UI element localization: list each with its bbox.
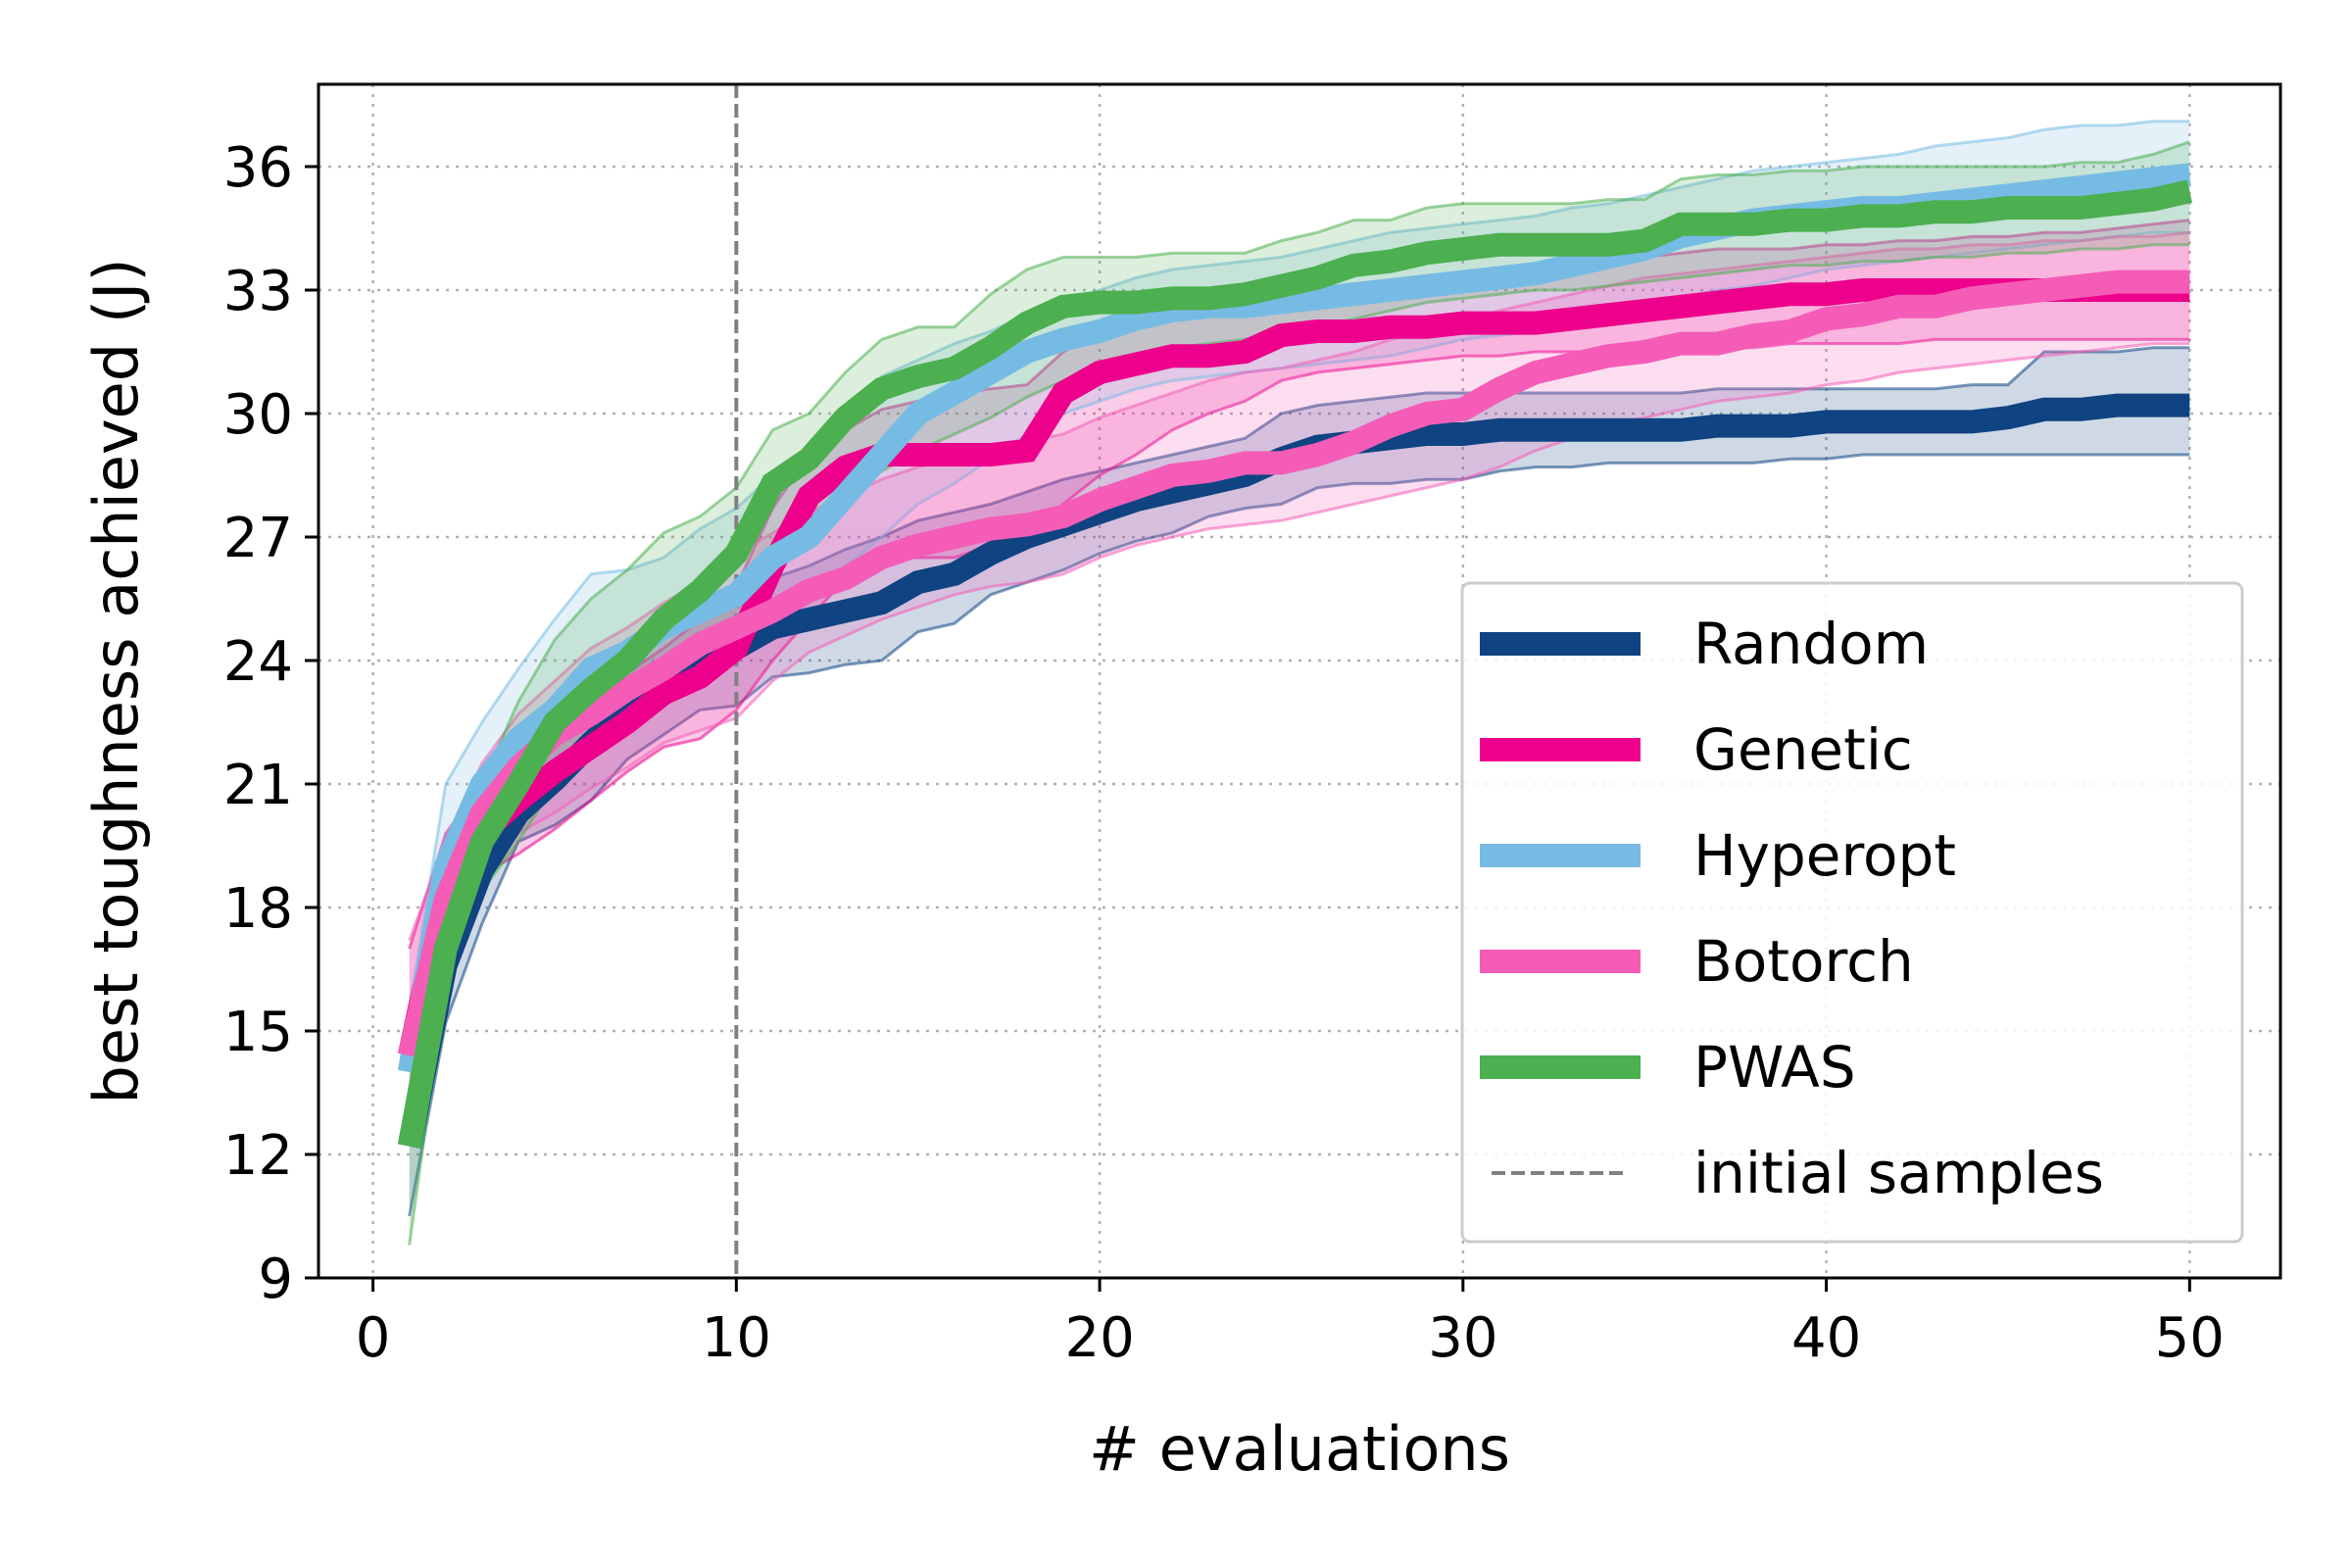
y-tick-label-6: 27 (223, 507, 293, 570)
y-axis-label: best toughness achieved (J) (80, 258, 152, 1103)
line-pwas (397, 179, 2192, 1149)
x-tick-label-4: 40 (1791, 1306, 1861, 1370)
x-tick-label-0: 0 (356, 1306, 391, 1370)
legend-label-1: Genetic (1693, 716, 1913, 783)
legend-label-2: Hyperopt (1693, 822, 1956, 889)
legend-box (1460, 581, 2244, 1244)
legend-label-5: initial samples (1693, 1140, 2104, 1206)
band-lower-botorch (408, 342, 2190, 1094)
band-upper-hyperopt (408, 120, 2190, 1011)
series-lines (397, 163, 2192, 1149)
band-genetic (409, 220, 2190, 1089)
y-tick-label-4: 21 (223, 754, 293, 817)
legend-label-0: Random (1693, 611, 1929, 677)
y-tick-label-0: 9 (258, 1248, 293, 1311)
y-tick-label-3: 18 (223, 877, 293, 941)
y-tick-label-5: 24 (223, 630, 293, 694)
line-genetic (397, 278, 2190, 1058)
band-lower-genetic (408, 337, 2190, 1090)
legend-label-3: Botorch (1693, 928, 1914, 995)
x-tick-label-3: 30 (1428, 1306, 1497, 1370)
axis-ticks: 0 10 20 30 40 50 9 12 15 18 21 24 27 30 33 36 (223, 136, 2225, 1370)
legend: Random Genetic Hyperopt Botorch PWAS initial … (1460, 581, 2244, 1244)
y-tick-label-7: 30 (223, 383, 293, 447)
y-tick-label-2: 15 (223, 1001, 293, 1064)
legend-label-4: PWAS (1693, 1034, 1856, 1101)
band-upper-pwas (408, 140, 2190, 1114)
y-tick-label-9: 36 (223, 136, 293, 200)
y-tick-label-8: 33 (223, 260, 293, 323)
line-botorch (398, 270, 2190, 1058)
plot-frame (317, 82, 2282, 1280)
band-lower-random (408, 453, 2190, 1217)
x-axis-label: # evaluations (1089, 1413, 1510, 1485)
band-botorch (409, 232, 2190, 1093)
x-tick-label-5: 50 (2155, 1306, 2225, 1370)
x-tick-label-1: 10 (702, 1306, 771, 1370)
y-tick-label-1: 12 (223, 1124, 293, 1188)
x-tick-label-2: 20 (1064, 1306, 1134, 1370)
